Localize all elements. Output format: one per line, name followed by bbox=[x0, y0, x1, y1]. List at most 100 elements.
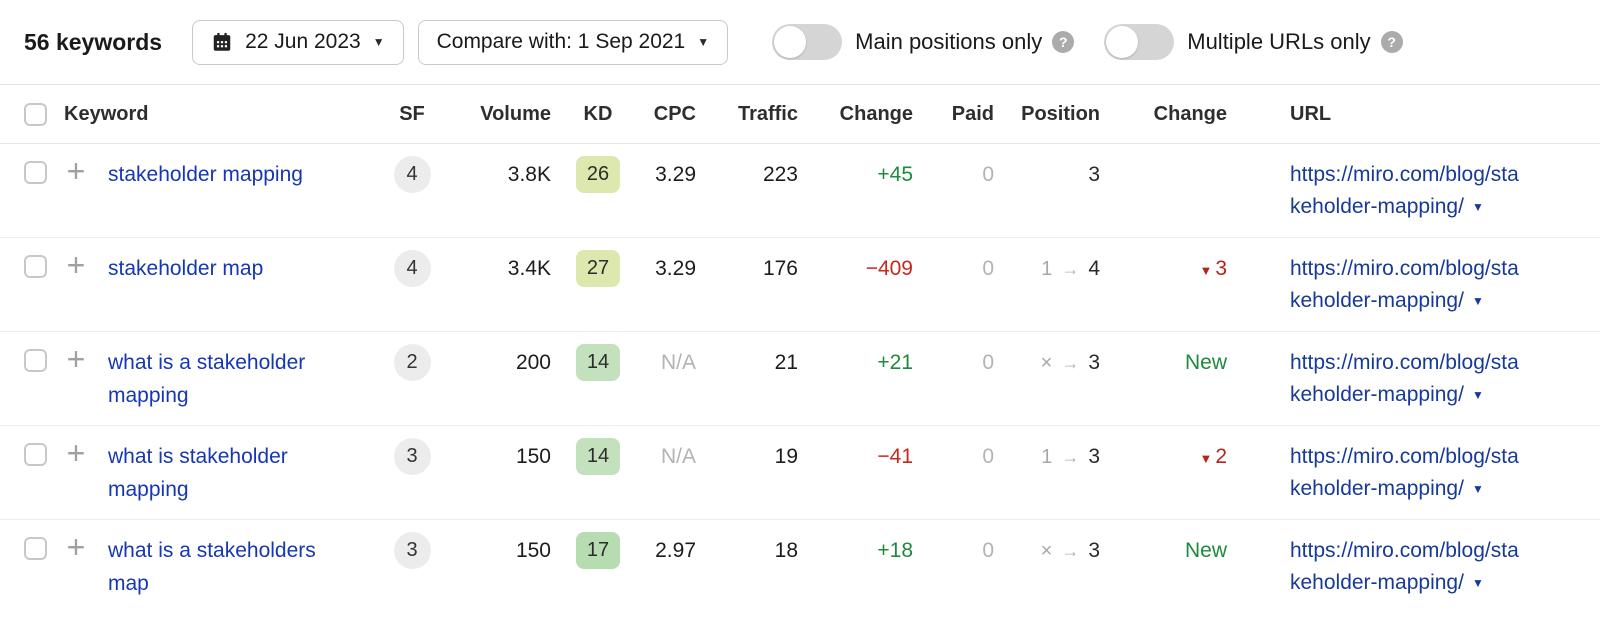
header-paid[interactable]: Paid bbox=[951, 102, 994, 125]
paid-value: 0 bbox=[982, 163, 994, 186]
header-keyword[interactable]: Keyword bbox=[64, 102, 149, 125]
chevron-down-icon: ▼ bbox=[697, 35, 710, 49]
position-cell: 1 → 3 bbox=[994, 426, 1100, 474]
header-url[interactable]: URL bbox=[1290, 102, 1332, 125]
help-icon[interactable]: ? bbox=[1380, 31, 1403, 53]
url-link[interactable]: keholder-mapping/ bbox=[1290, 289, 1464, 312]
add-keyword-icon[interactable]: + bbox=[66, 341, 86, 377]
compare-with-button[interactable]: Compare with: 1 Sep 2021 ▼ bbox=[417, 19, 729, 65]
table-row: + what is stakeholder mapping 3 150 14 N… bbox=[0, 426, 1600, 520]
header-position[interactable]: Position bbox=[1021, 102, 1100, 125]
keyword-link[interactable]: stakeholder map bbox=[108, 257, 264, 280]
keyword-link[interactable]: what is a stakeholders map bbox=[108, 539, 316, 595]
help-icon[interactable]: ? bbox=[1052, 31, 1075, 53]
row-checkbox[interactable] bbox=[24, 255, 47, 278]
volume-value: 150 bbox=[515, 445, 551, 468]
row-checkbox[interactable] bbox=[24, 443, 47, 466]
position-change-cell: ▼ 2 bbox=[1100, 426, 1227, 475]
header-traffic[interactable]: Traffic bbox=[737, 102, 798, 125]
traffic-change-value: +45 bbox=[877, 163, 913, 186]
position-old: × bbox=[1040, 352, 1053, 374]
traffic-value: 19 bbox=[774, 445, 798, 468]
header-cpc[interactable]: CPC bbox=[653, 102, 696, 125]
table-header: Keyword SF Volume KD CPC Traffic Change … bbox=[0, 85, 1600, 144]
toolbar: 56 keywords 22 Jun 2023 ▼ Compare with: … bbox=[0, 0, 1600, 85]
paid-value: 0 bbox=[982, 445, 994, 468]
keyword-link[interactable]: what is stakeholder mapping bbox=[108, 445, 288, 501]
cpc-value: N/A bbox=[660, 351, 696, 374]
main-positions-label: Main positions only bbox=[855, 29, 1043, 54]
kd-badge: 14 bbox=[576, 344, 620, 381]
url-link[interactable]: https://miro.com/blog/sta bbox=[1290, 539, 1519, 562]
cpc-value: 3.29 bbox=[655, 163, 696, 186]
position-new: 3 bbox=[1088, 539, 1100, 562]
add-keyword-icon[interactable]: + bbox=[66, 153, 86, 189]
header-change[interactable]: Change bbox=[839, 102, 913, 125]
position-old: 1 bbox=[1041, 446, 1053, 468]
header-kd[interactable]: KD bbox=[583, 102, 613, 125]
toggle-knob bbox=[1106, 26, 1139, 58]
cpc-value: N/A bbox=[660, 445, 696, 468]
url-cell: https://miro.com/blog/sta keholder-mappi… bbox=[1290, 332, 1552, 411]
paid-value: 0 bbox=[982, 351, 994, 374]
url-dropdown-icon[interactable]: ▼ bbox=[1471, 200, 1484, 214]
position-change-value: New bbox=[1184, 351, 1227, 374]
url-link[interactable]: keholder-mapping/ bbox=[1290, 571, 1464, 594]
header-volume[interactable]: Volume bbox=[480, 102, 551, 125]
keyword-link[interactable]: what is a stakeholder mapping bbox=[108, 351, 306, 407]
url-dropdown-icon[interactable]: ▼ bbox=[1471, 294, 1484, 308]
add-keyword-icon[interactable]: + bbox=[66, 529, 86, 565]
url-link[interactable]: keholder-mapping/ bbox=[1290, 477, 1464, 500]
multiple-urls-label: Multiple URLs only bbox=[1187, 29, 1371, 54]
position-change-cell: ▼ 3 bbox=[1100, 238, 1227, 287]
arrow-right-icon: → bbox=[1061, 541, 1080, 561]
select-all-checkbox[interactable] bbox=[24, 102, 47, 126]
header-sf[interactable]: SF bbox=[399, 102, 425, 125]
url-link[interactable]: https://miro.com/blog/sta bbox=[1290, 445, 1519, 468]
header-position-change[interactable]: Change bbox=[1153, 102, 1227, 125]
url-link[interactable]: keholder-mapping/ bbox=[1290, 383, 1464, 406]
row-checkbox[interactable] bbox=[24, 537, 47, 560]
url-dropdown-icon[interactable]: ▼ bbox=[1471, 482, 1484, 496]
position-cell: 1 → 4 bbox=[994, 238, 1100, 286]
volume-value: 3.4K bbox=[507, 257, 551, 280]
position-change-cell: New bbox=[1100, 520, 1227, 567]
url-link[interactable]: https://miro.com/blog/sta bbox=[1290, 163, 1519, 186]
url-cell: https://miro.com/blog/sta keholder-mappi… bbox=[1290, 238, 1552, 317]
url-link[interactable]: keholder-mapping/ bbox=[1290, 195, 1464, 218]
chevron-down-icon: ▼ bbox=[372, 35, 385, 49]
keyword-link[interactable]: stakeholder mapping bbox=[108, 163, 303, 186]
arrow-right-icon: → bbox=[1061, 353, 1080, 373]
serp-features-badge: 3 bbox=[393, 438, 431, 475]
multiple-urls-toggle[interactable] bbox=[1104, 24, 1175, 60]
url-dropdown-icon[interactable]: ▼ bbox=[1471, 576, 1484, 590]
cpc-value: 2.97 bbox=[655, 539, 696, 562]
add-keyword-icon[interactable]: + bbox=[66, 247, 86, 283]
row-checkbox[interactable] bbox=[24, 161, 47, 184]
traffic-change-value: +21 bbox=[877, 351, 913, 374]
kd-badge: 27 bbox=[576, 250, 620, 287]
keywords-count: 56 keywords bbox=[24, 28, 163, 55]
toggle-knob bbox=[774, 26, 807, 58]
position-cell: 3 bbox=[994, 144, 1100, 191]
date-picker-button[interactable]: 22 Jun 2023 ▼ bbox=[192, 19, 404, 65]
traffic-change-value: +18 bbox=[877, 539, 913, 562]
position-cell: × → 3 bbox=[994, 520, 1100, 568]
url-link[interactable]: https://miro.com/blog/sta bbox=[1290, 257, 1519, 280]
main-positions-toggle[interactable] bbox=[772, 24, 843, 60]
add-keyword-icon[interactable]: + bbox=[66, 435, 86, 471]
table-row: + what is a stakeholder mapping 2 200 14… bbox=[0, 332, 1600, 426]
paid-value: 0 bbox=[982, 257, 994, 280]
serp-features-badge: 2 bbox=[393, 344, 431, 381]
calendar-icon bbox=[213, 32, 231, 51]
arrow-right-icon: → bbox=[1061, 447, 1080, 467]
url-link[interactable]: https://miro.com/blog/sta bbox=[1290, 351, 1519, 374]
position-new: 3 bbox=[1088, 351, 1100, 374]
url-dropdown-icon[interactable]: ▼ bbox=[1471, 388, 1484, 402]
row-checkbox[interactable] bbox=[24, 349, 47, 372]
cpc-value: 3.29 bbox=[655, 257, 696, 280]
traffic-value: 176 bbox=[762, 257, 798, 280]
url-cell: https://miro.com/blog/sta keholder-mappi… bbox=[1290, 426, 1552, 505]
arrow-right-icon: → bbox=[1061, 259, 1080, 279]
